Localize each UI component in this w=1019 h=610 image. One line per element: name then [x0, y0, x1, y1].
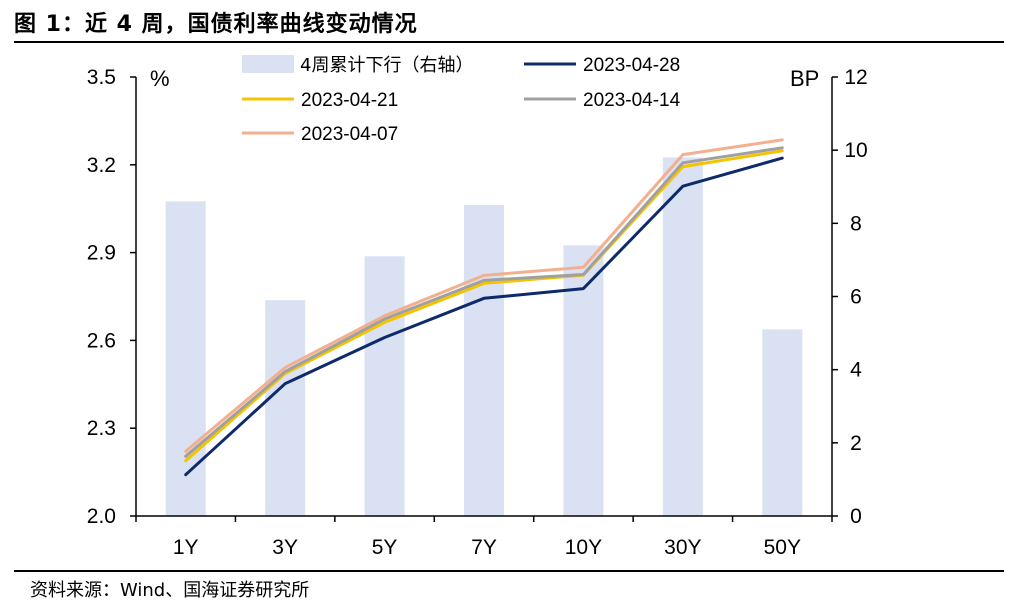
x-tick-label: 50Y [764, 536, 801, 559]
left-tick-label: 2.9 [87, 242, 116, 265]
right-tick-label: 10 [844, 139, 867, 162]
left-tick-label: 3.5 [87, 66, 116, 89]
figure-title: 图 1：近 4 周，国债利率曲线变动情况 [14, 12, 418, 37]
left-axis-unit: % [150, 66, 170, 91]
bar-50Y [762, 329, 803, 516]
right-tick-label: 2 [850, 432, 862, 455]
bar-1Y [165, 201, 206, 516]
x-tick-label: 1Y [173, 536, 199, 559]
x-tick-label: 7Y [471, 536, 497, 559]
line-layer [184, 138, 784, 477]
x-tick-label: 30Y [664, 536, 701, 559]
right-tick-label: 6 [850, 286, 862, 309]
legend: 4周累计下行（右轴） 2023-04-28 2023-04-21 2023-04-14… [242, 55, 681, 145]
right-tick-label: 0 [850, 505, 862, 528]
x-tick-label: 5Y [372, 536, 398, 559]
series-line-2023-04-28 [184, 156, 784, 477]
series-line-2023-04-14 [184, 146, 784, 458]
bar-7Y [464, 205, 504, 516]
left-tick-label: 2.0 [87, 505, 116, 528]
legend-label-2023-04-07: 2023-04-07 [301, 124, 398, 145]
bond-yield-chart: 2.0 2.3 2.6 2.9 3.2 3.5 0 2 4 6 8 10 12 1Y 3Y 5Y 7Y 10Y 30… [87, 55, 868, 559]
source-note: 资料来源：Wind、国海证券研究所 [30, 580, 310, 601]
x-tick-label: 3Y [272, 536, 298, 559]
x-tick-label: 10Y [565, 536, 602, 559]
legend-label-bar: 4周累计下行（右轴） [300, 55, 473, 76]
legend-swatch-bar [242, 55, 294, 73]
series-line-2023-04-07 [184, 138, 784, 453]
bar-30Y [662, 157, 703, 516]
left-tick-label: 3.2 [87, 154, 116, 177]
legend-label-2023-04-21: 2023-04-21 [301, 90, 398, 111]
left-tick-label: 2.6 [87, 329, 116, 352]
title-rule [14, 41, 1004, 43]
axes-layer: 2.0 2.3 2.6 2.9 3.2 3.5 0 2 4 6 8 10 12 1Y 3Y 5Y 7Y 10Y 30… [87, 66, 868, 559]
legend-label-2023-04-14: 2023-04-14 [583, 90, 681, 111]
bar-10Y [563, 245, 604, 517]
right-tick-label: 8 [850, 212, 862, 235]
bar-layer [165, 157, 803, 517]
source-rule [14, 570, 1004, 572]
right-axis-unit: BP [790, 66, 819, 91]
bar-3Y [265, 300, 306, 516]
legend-label-2023-04-28: 2023-04-28 [583, 55, 680, 76]
right-tick-label: 12 [844, 66, 867, 89]
right-tick-label: 4 [850, 359, 862, 382]
left-tick-label: 2.3 [87, 417, 116, 440]
bar-5Y [364, 256, 405, 516]
